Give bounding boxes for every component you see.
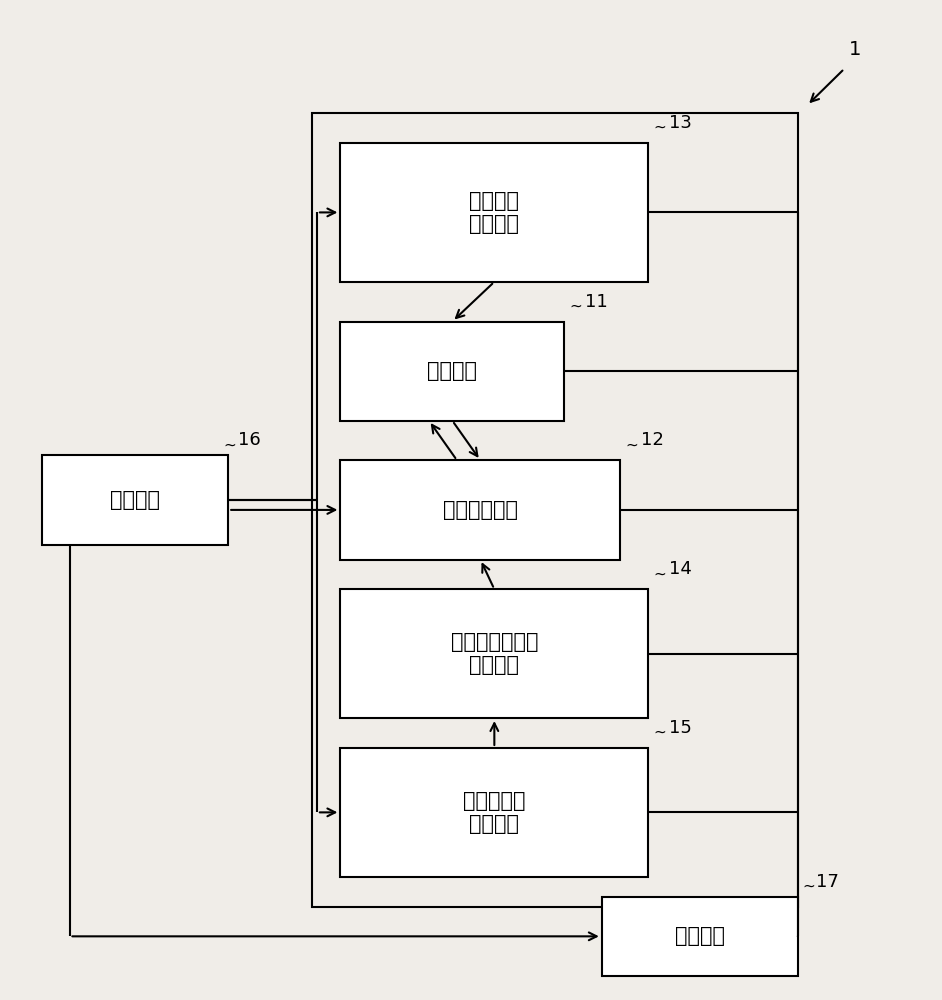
Bar — [602, 897, 798, 976]
Text: 存储单元: 存储单元 — [674, 926, 724, 946]
Bar — [340, 322, 564, 421]
Text: ~: ~ — [569, 299, 582, 314]
Text: 校正单元: 校正单元 — [428, 361, 478, 381]
Text: 相关检测单元: 相关检测单元 — [443, 500, 518, 520]
Bar — [340, 589, 648, 718]
Text: 17: 17 — [817, 873, 839, 891]
Text: 12: 12 — [641, 431, 664, 449]
Text: 13: 13 — [669, 114, 691, 132]
Bar — [340, 748, 648, 877]
Bar — [313, 113, 798, 907]
Text: 1: 1 — [849, 40, 862, 59]
Text: 血液凝固
评估单元: 血液凝固 评估单元 — [469, 191, 519, 234]
Text: 测量单元: 测量单元 — [110, 490, 160, 510]
Text: ~: ~ — [803, 879, 815, 894]
Text: 14: 14 — [669, 560, 691, 578]
Text: 11: 11 — [585, 293, 608, 311]
Text: 血浆中药剂浓度
计算单元: 血浆中药剂浓度 计算单元 — [450, 632, 538, 675]
Bar — [340, 460, 621, 560]
Text: ~: ~ — [653, 725, 666, 740]
Text: 红细胞量的
评估单元: 红细胞量的 评估单元 — [463, 791, 526, 834]
Bar — [340, 143, 648, 282]
Text: ~: ~ — [625, 437, 638, 452]
Text: ~: ~ — [223, 437, 236, 452]
Text: 16: 16 — [237, 431, 260, 449]
Text: 15: 15 — [669, 719, 691, 737]
Text: ~: ~ — [653, 566, 666, 581]
Bar — [41, 455, 228, 545]
Text: ~: ~ — [653, 120, 666, 135]
